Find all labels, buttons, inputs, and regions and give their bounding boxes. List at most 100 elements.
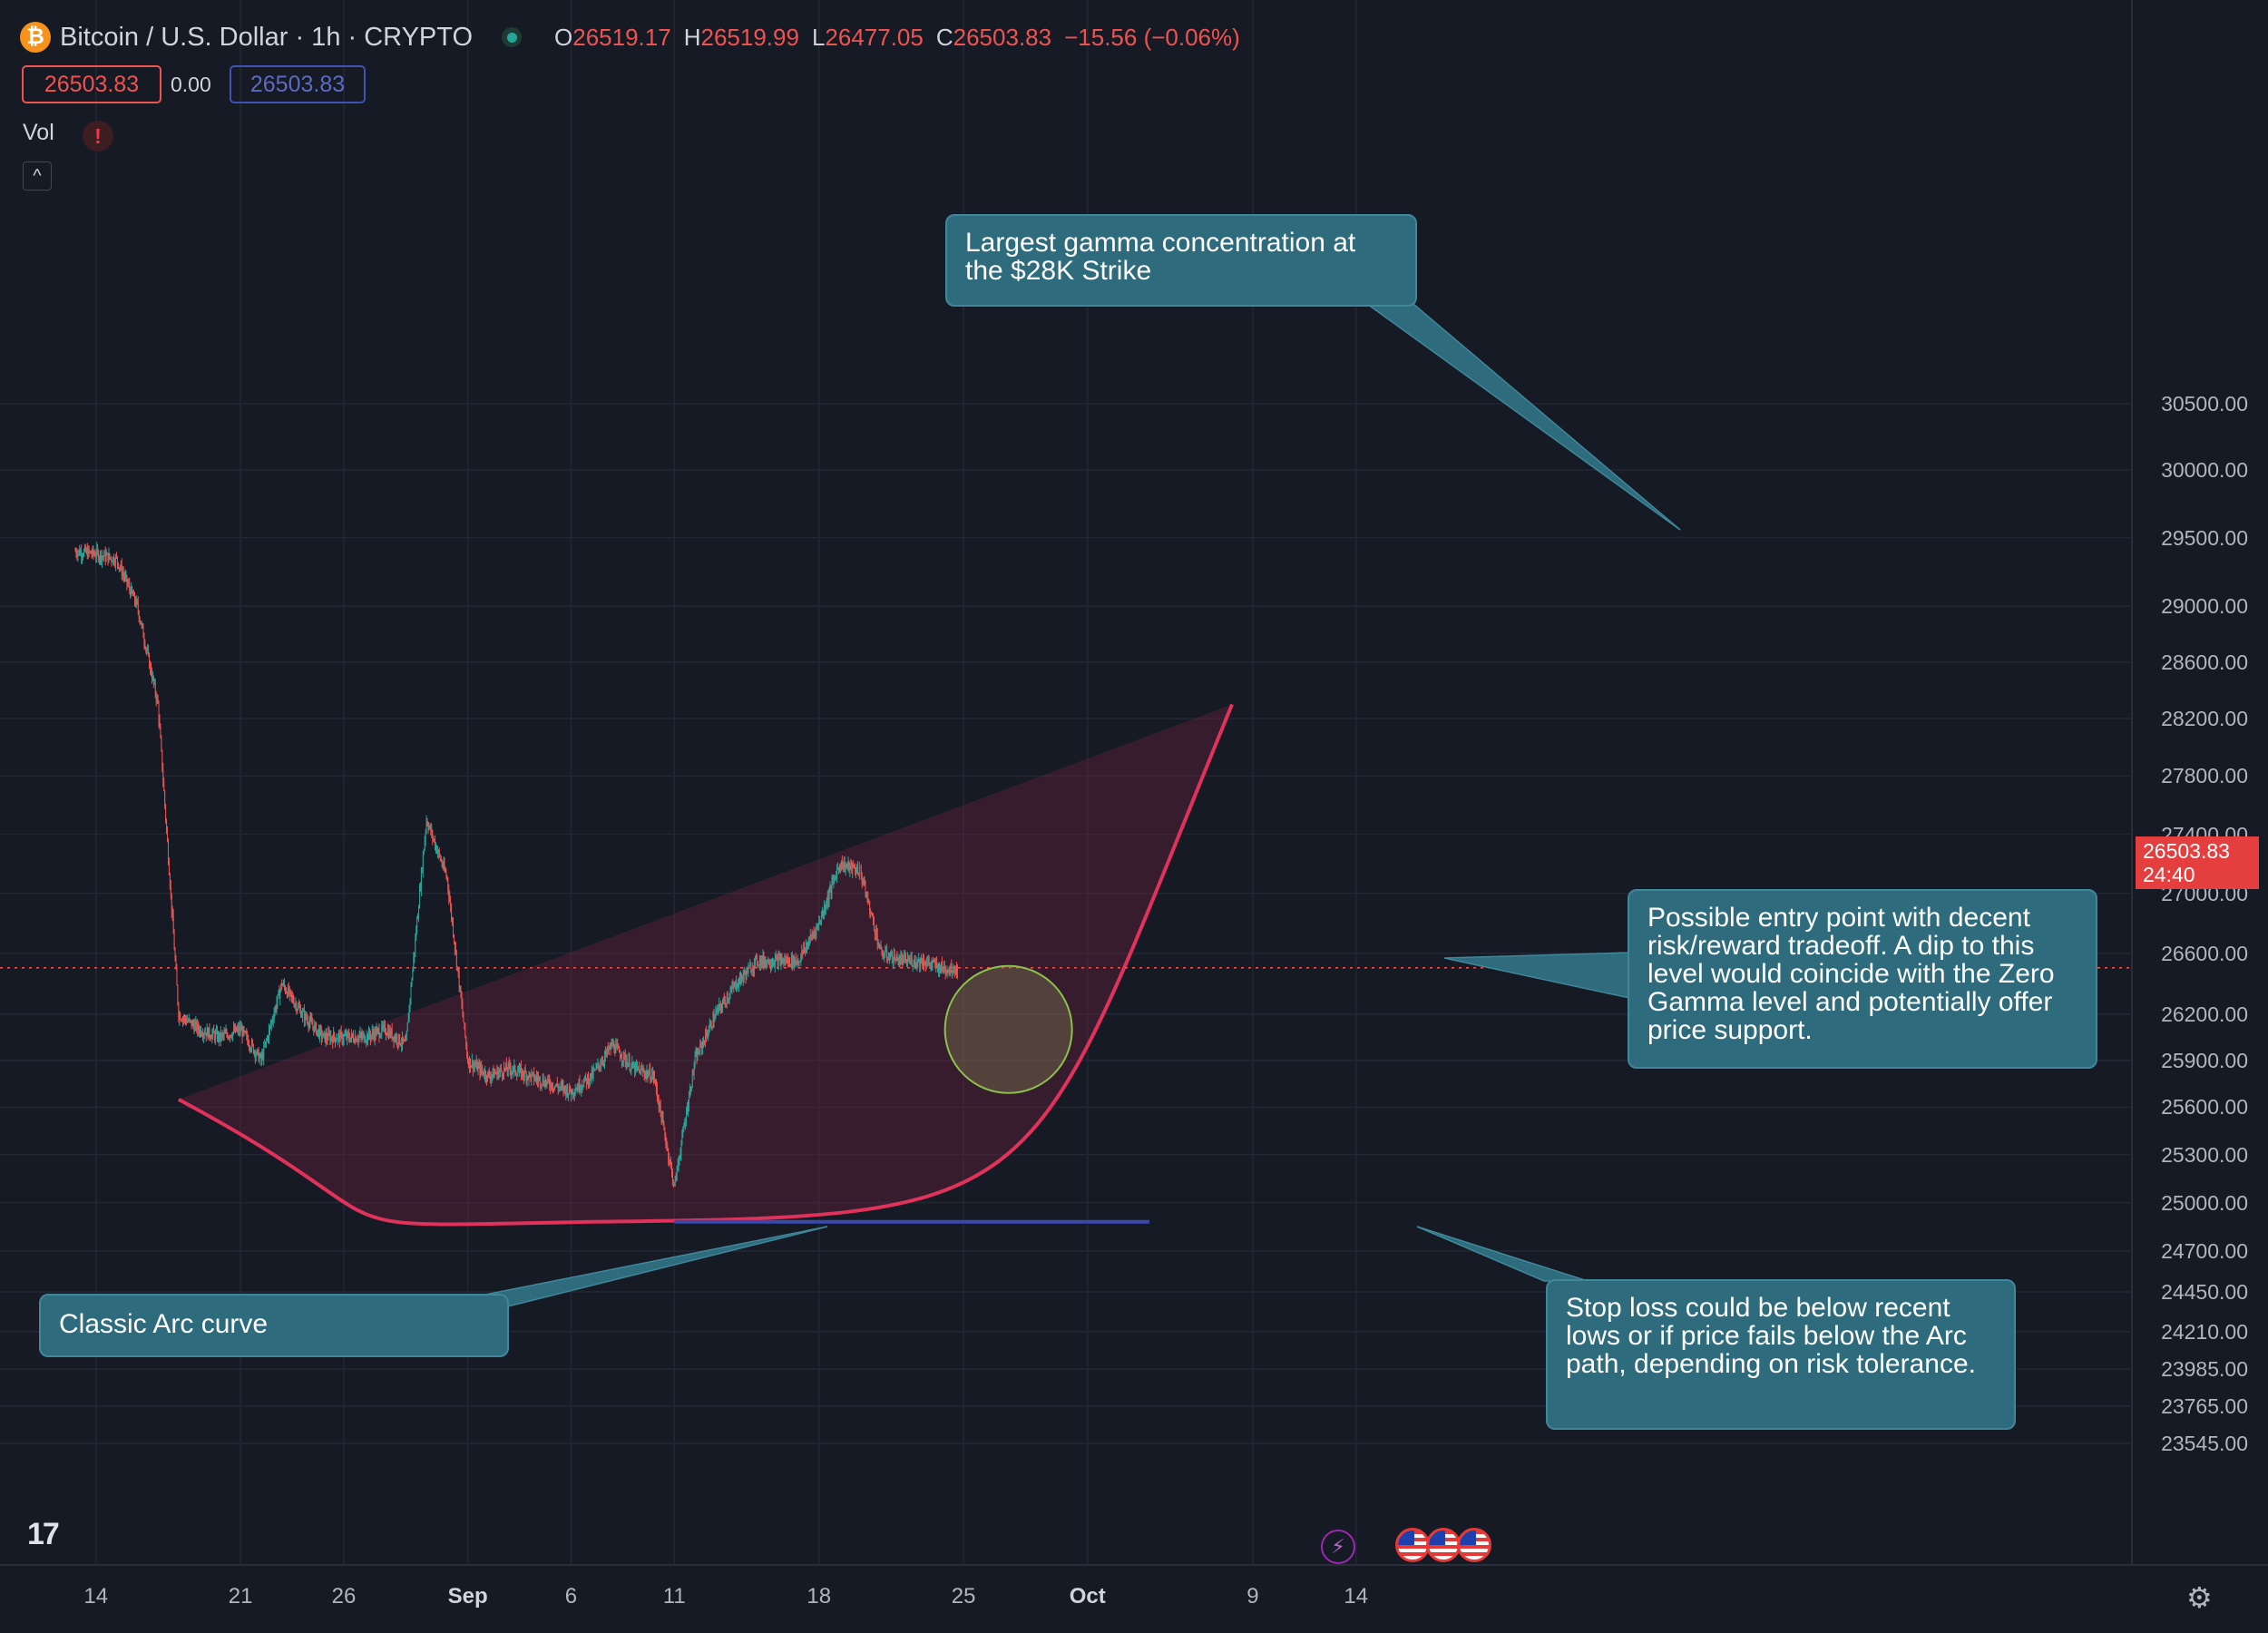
candle-body <box>123 575 125 578</box>
buy-button[interactable]: 26503.83 <box>230 65 366 103</box>
candle-body <box>949 968 951 973</box>
candle <box>263 1041 265 1066</box>
candle <box>527 1075 529 1081</box>
candle <box>691 1069 693 1089</box>
candle <box>904 950 906 963</box>
candle <box>200 1025 202 1038</box>
candle-body <box>161 749 163 770</box>
gear-icon[interactable]: ⚙ <box>2186 1581 2213 1614</box>
candle-body <box>428 826 430 829</box>
candle-body <box>870 911 872 914</box>
candle <box>902 953 904 969</box>
candle <box>536 1070 538 1085</box>
candle-body <box>624 1054 626 1063</box>
candle-body <box>754 960 756 971</box>
candle <box>485 1070 487 1084</box>
candle <box>849 862 851 877</box>
candle <box>737 983 738 992</box>
candle-body <box>342 1040 344 1041</box>
candle-body <box>88 548 90 552</box>
candle <box>560 1081 562 1091</box>
candle <box>284 984 286 995</box>
volume-indicator-label[interactable]: Vol <box>23 120 54 145</box>
candle-body <box>140 621 142 625</box>
price-tick-label: 23545.00 <box>2161 1432 2248 1456</box>
candle <box>109 552 111 560</box>
candle <box>504 1061 506 1072</box>
candle-body <box>523 1070 525 1078</box>
candle-body <box>566 1087 568 1095</box>
candle <box>750 961 752 973</box>
us-flag-icon[interactable] <box>1395 1528 1430 1562</box>
candle <box>269 1019 271 1030</box>
candle <box>131 582 132 597</box>
candle-body <box>367 1034 369 1041</box>
candle-body <box>344 1035 346 1037</box>
candle-body <box>899 961 901 964</box>
candle-body <box>406 1032 407 1040</box>
candle <box>725 1002 727 1008</box>
gamma-callout[interactable]: Largest gamma concentration at the $28K … <box>945 214 1417 307</box>
symbol-title[interactable]: Bitcoin / U.S. Dollar · 1h · CRYPTO <box>60 22 474 52</box>
entry-callout[interactable]: Possible entry point with decent risk/re… <box>1628 889 2097 1069</box>
candle <box>719 1002 721 1012</box>
candle <box>566 1083 568 1099</box>
candle <box>359 1026 361 1039</box>
sell-button[interactable]: 26503.83 <box>22 65 161 103</box>
candle-body <box>214 1032 216 1040</box>
candle-body <box>814 932 816 934</box>
collapse-chevron-icon[interactable]: ^ <box>23 161 52 191</box>
arc-curve-line[interactable] <box>177 703 1234 1227</box>
candle <box>474 1060 476 1068</box>
candle <box>137 595 139 616</box>
candle-body <box>602 1061 604 1063</box>
candle-body <box>360 1033 362 1036</box>
candle-body <box>523 1075 524 1078</box>
candle-body <box>775 956 777 959</box>
time-tick-label: Sep <box>447 1584 488 1609</box>
candle <box>404 1035 406 1042</box>
candle <box>927 954 929 966</box>
candle <box>321 1030 323 1042</box>
candle <box>936 956 938 968</box>
candle <box>103 555 104 562</box>
candle <box>503 1067 505 1072</box>
candle-body <box>922 963 924 965</box>
candle <box>143 632 145 650</box>
candle <box>520 1060 522 1081</box>
lightning-event-icon[interactable]: ⚡ <box>1321 1530 1355 1564</box>
candle <box>81 544 83 564</box>
candle-body <box>400 1043 402 1045</box>
candle <box>410 982 412 1005</box>
arc-callout[interactable]: Classic Arc curve <box>39 1294 509 1357</box>
candle <box>217 1025 219 1042</box>
warning-icon[interactable]: ! <box>83 121 113 152</box>
candle <box>704 1040 706 1046</box>
candle <box>180 1012 181 1022</box>
candle <box>752 962 754 976</box>
us-flag-icon[interactable] <box>1426 1528 1461 1562</box>
candle <box>633 1061 635 1069</box>
candle <box>722 996 724 1004</box>
candle-body <box>154 682 156 694</box>
tradingview-logo-icon[interactable]: 17 <box>27 1517 60 1551</box>
candle-body <box>791 956 793 966</box>
candle <box>805 947 807 957</box>
candle <box>860 864 862 880</box>
candle-body <box>413 956 415 969</box>
candle <box>302 1007 304 1012</box>
candle <box>945 969 947 976</box>
candle <box>879 944 881 950</box>
candle-body <box>357 1037 359 1041</box>
candle <box>917 959 919 968</box>
candle-body <box>191 1020 192 1027</box>
time-tick-label: 18 <box>807 1584 832 1609</box>
us-flag-icon[interactable] <box>1457 1528 1491 1562</box>
candle-body <box>472 1061 474 1070</box>
stop-loss-callout[interactable]: Stop loss could be below recent lows or … <box>1546 1279 2016 1430</box>
candle <box>148 644 150 658</box>
candle-body <box>565 1089 567 1095</box>
entry-zone-circle[interactable] <box>943 964 1073 1094</box>
candle <box>786 953 787 965</box>
